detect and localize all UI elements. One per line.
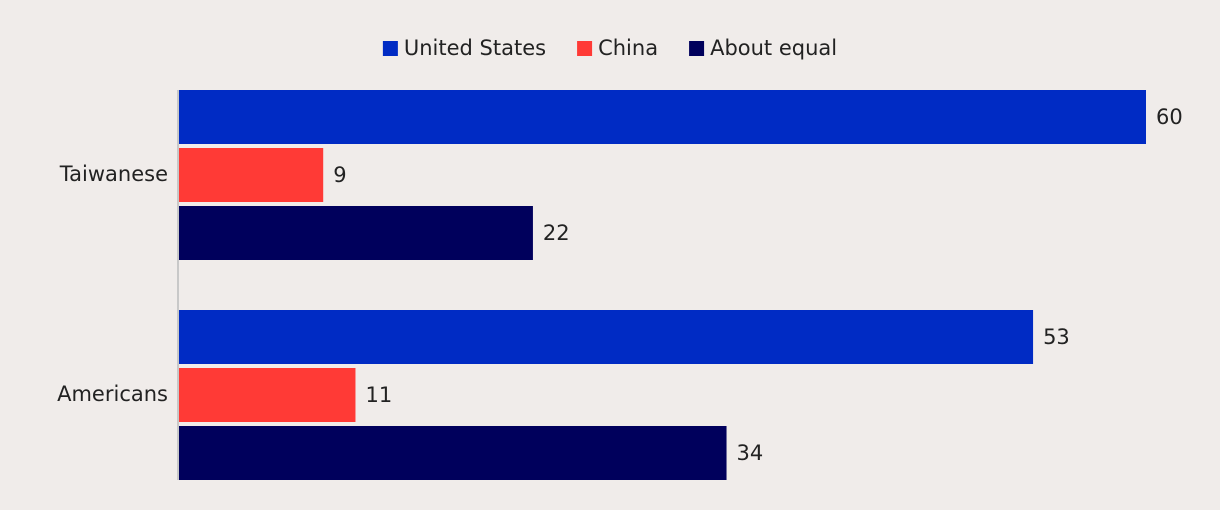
legend-swatch — [382, 41, 398, 56]
data-label: 34 — [737, 441, 764, 465]
y-tick-label: Americans — [57, 382, 168, 406]
legend-swatch — [577, 41, 593, 56]
bar — [178, 90, 1146, 144]
legend-label: China — [598, 36, 658, 60]
bar — [178, 368, 356, 422]
bar — [178, 310, 1034, 364]
y-tick-label: Taiwanese — [59, 162, 168, 186]
legend-label: About equal — [710, 36, 837, 60]
data-label: 9 — [333, 163, 346, 187]
data-label: 53 — [1043, 325, 1070, 349]
legend-swatch — [689, 41, 705, 56]
data-label: 22 — [543, 221, 570, 245]
legend-label: United States — [404, 36, 546, 60]
data-label: 11 — [365, 383, 392, 407]
data-label: 60 — [1156, 105, 1183, 129]
bar — [178, 426, 727, 480]
bar — [178, 206, 533, 260]
bar — [178, 148, 324, 202]
